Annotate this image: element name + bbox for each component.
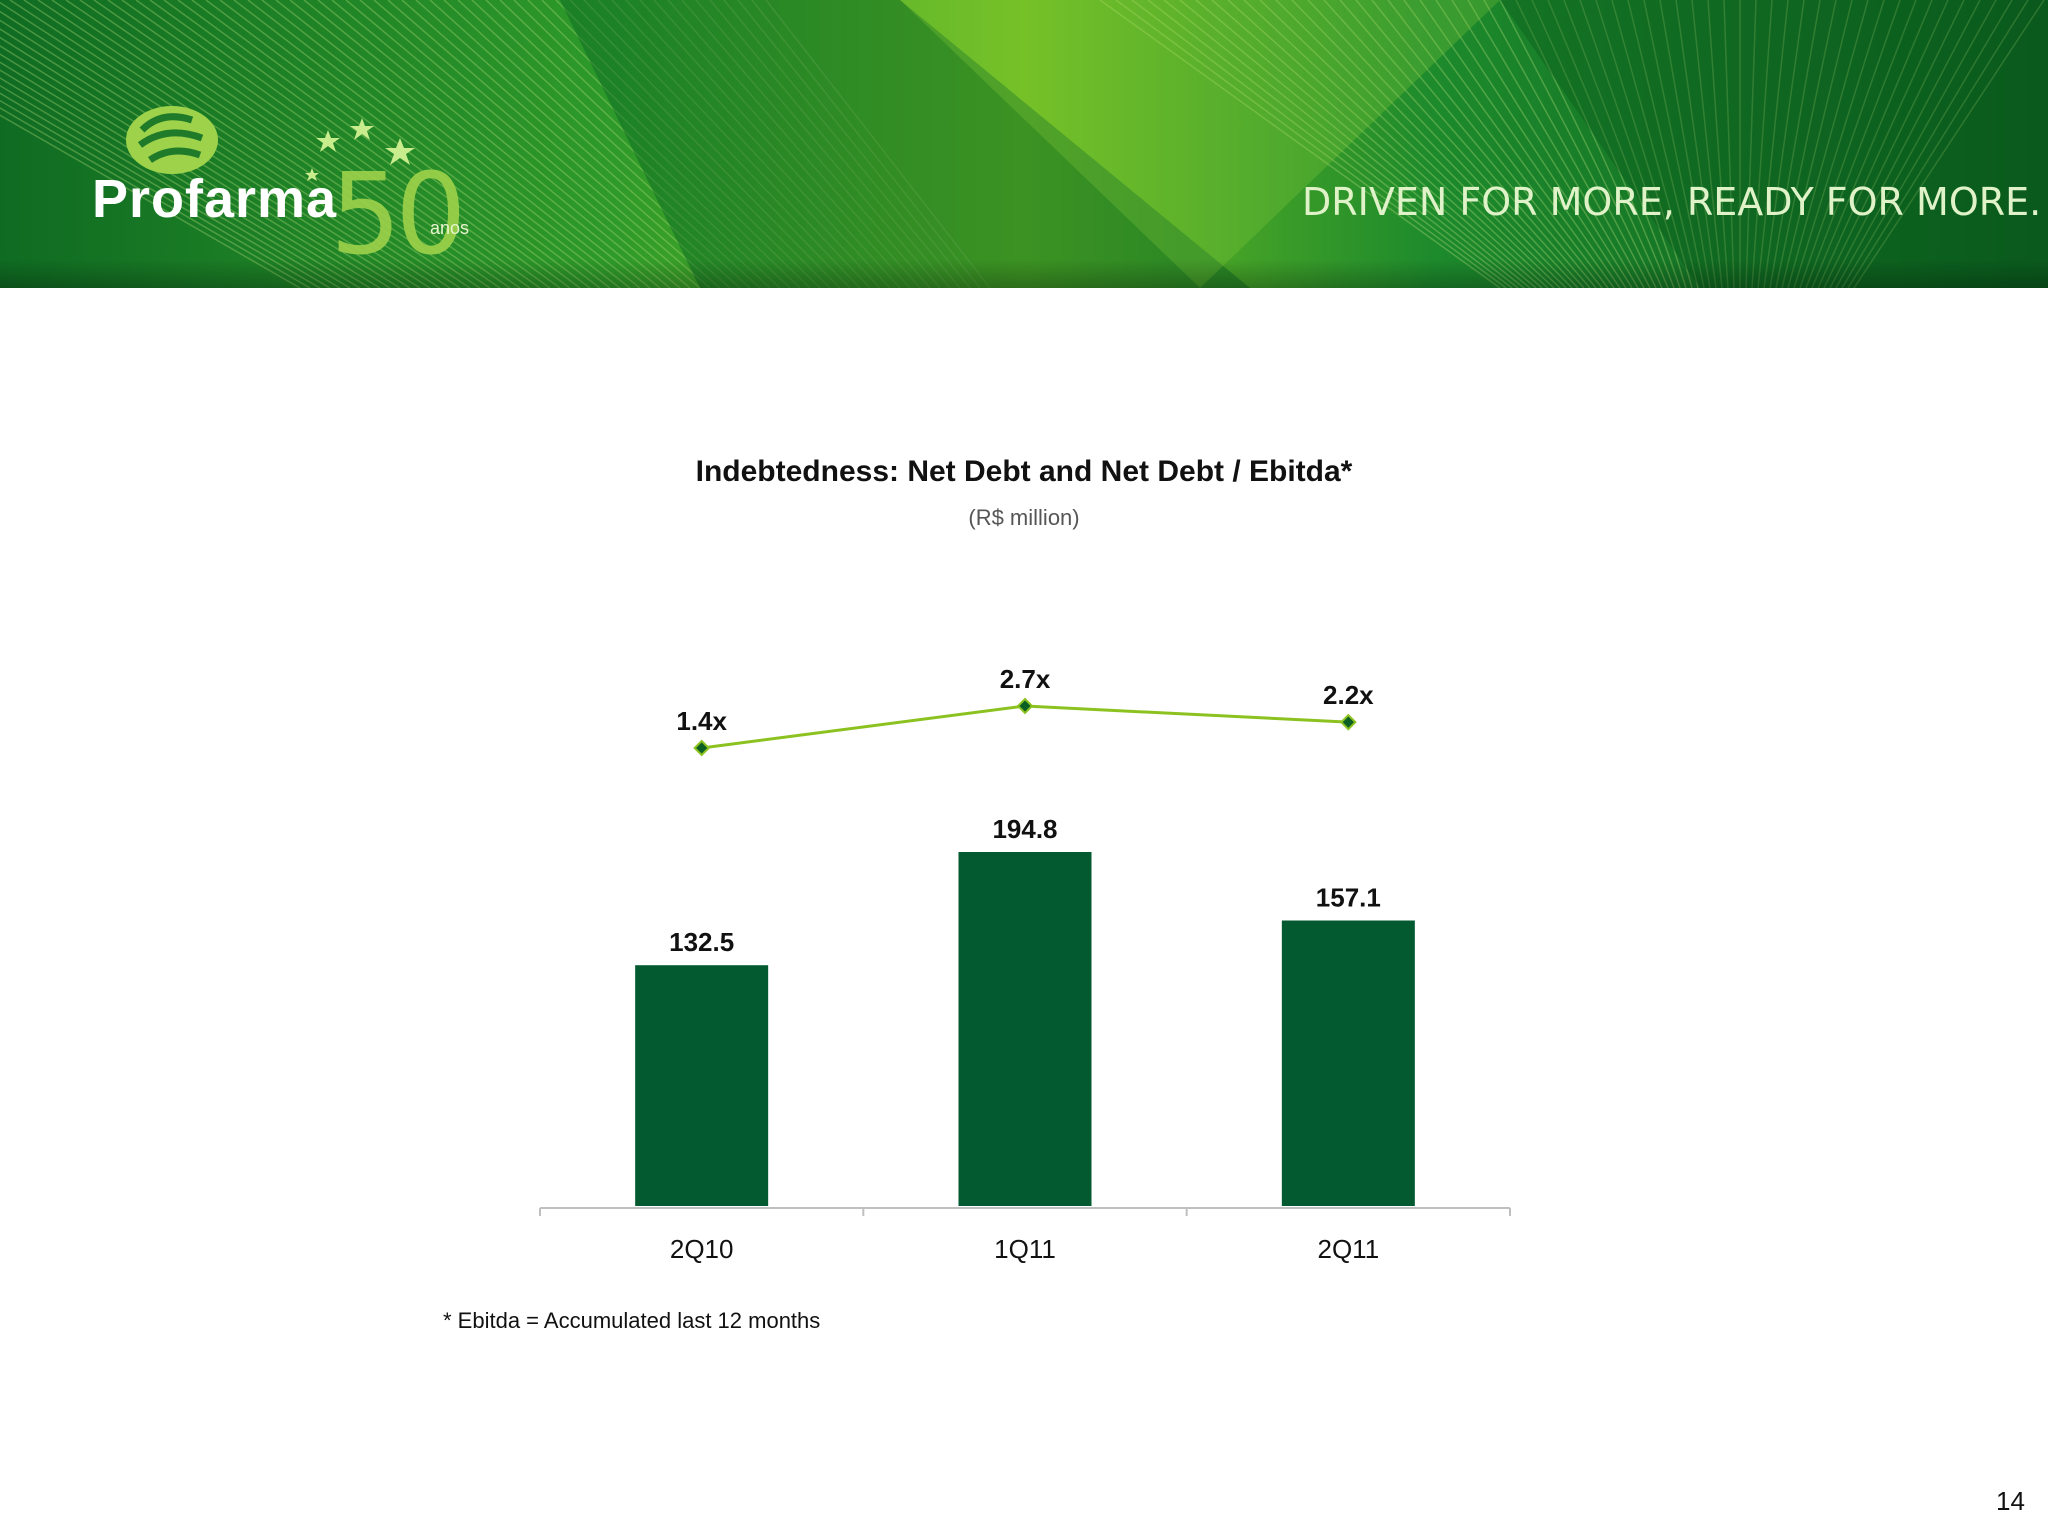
bar-1Q11	[958, 852, 1092, 1206]
ratio-marker	[1016, 697, 1034, 715]
page-number: 14	[1996, 1486, 2025, 1516]
bar-2Q11	[1281, 920, 1415, 1206]
chart-title: Indebtedness: Net Debt and Net Debt / Eb…	[695, 455, 1353, 488]
banner-background	[0, 0, 2048, 288]
stars-icon	[305, 118, 415, 181]
logo-emblem-icon	[126, 106, 218, 174]
bar-value-label: 194.8	[992, 814, 1057, 844]
bar-value-label: 157.1	[1316, 883, 1381, 913]
footnote: * Ebitda = Accumulated last 12 months	[443, 1308, 821, 1333]
tagline: DRIVEN FOR MORE, READY FOR MORE.	[1302, 180, 2042, 224]
x-tick-label: 2Q10	[670, 1234, 734, 1264]
anniversary-number: 50	[330, 150, 466, 280]
x-tick-label: 1Q11	[994, 1234, 1056, 1264]
ratio-value-label: 2.2x	[1323, 680, 1374, 710]
anniversary-label: anos	[430, 218, 470, 238]
bar-2Q10	[635, 965, 769, 1206]
ratio-value-label: 2.7x	[1000, 664, 1051, 694]
bar-value-label: 132.5	[669, 927, 734, 957]
ratio-marker	[1339, 713, 1357, 731]
ratio-value-label: 1.4x	[676, 706, 727, 736]
x-tick-label: 2Q11	[1317, 1234, 1379, 1264]
ratio-marker	[693, 739, 711, 757]
brand-name: Profarma	[92, 169, 338, 229]
chart-subtitle: (R$ million)	[968, 505, 1080, 530]
header-banner: Profarma 50 anos DRIVEN FOR MORE, READY …	[0, 0, 2048, 288]
